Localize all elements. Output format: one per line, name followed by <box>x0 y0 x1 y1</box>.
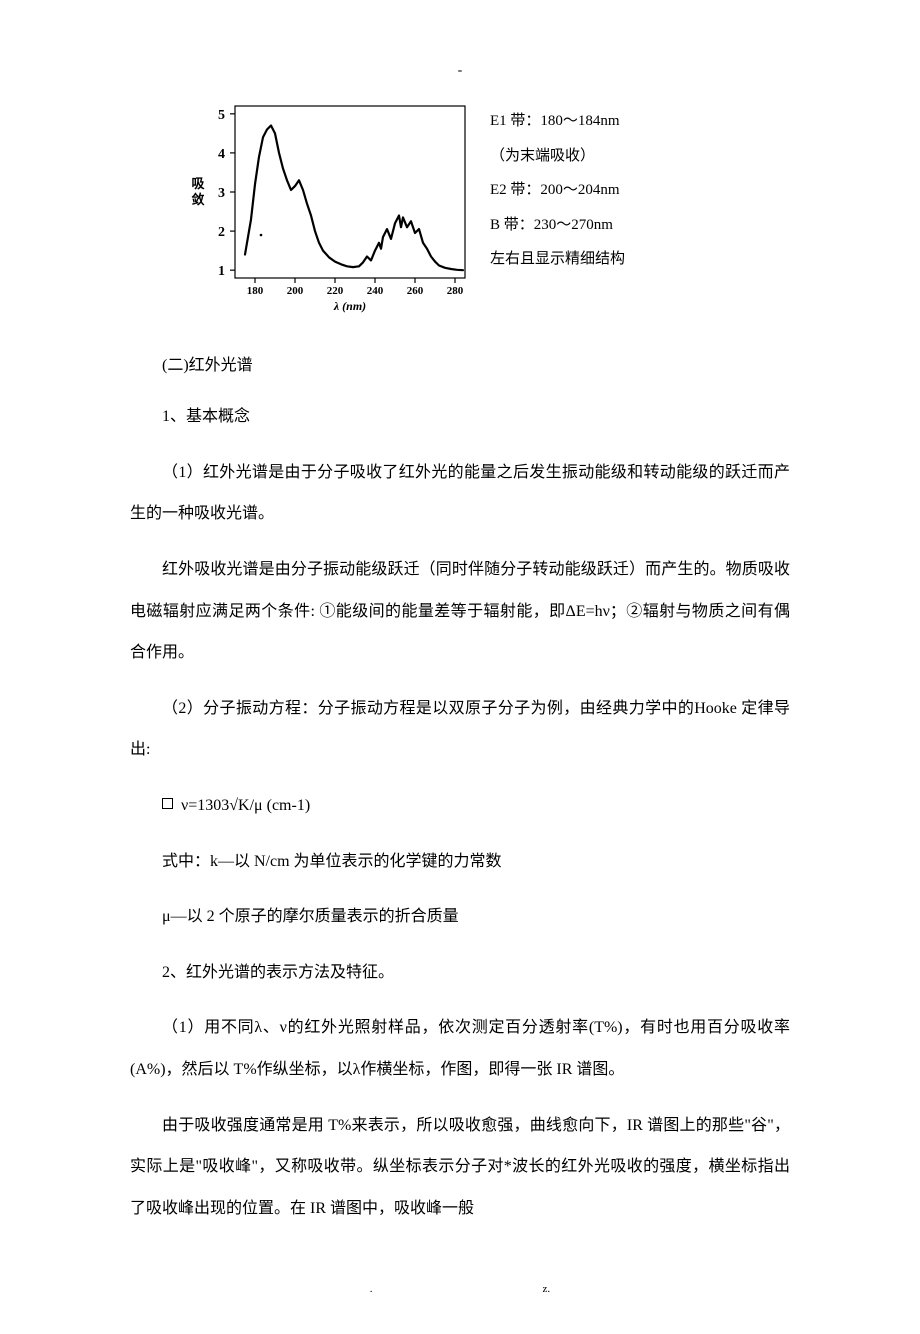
spectrum-svg: 1 2 3 4 5 180 200 220 240 260 280 吸敛 λ (nm) <box>180 98 480 318</box>
svg-text:敛: 敛 <box>191 192 204 207</box>
para-k-def: 式中：k—以 N/cm 为单位表示的化学键的力常数 <box>130 841 790 883</box>
para-ir-conditions: 红外吸收光谱是由分子振动能级跃迁（同时伴随分子转动能级跃迁）而产生的。物质吸收电… <box>130 549 790 674</box>
svg-text:260: 260 <box>407 285 424 297</box>
svg-text:2: 2 <box>218 225 225 240</box>
subsection-2: 2、红外光谱的表示方法及特征。 <box>130 952 790 994</box>
svg-text:λ (nm): λ (nm) <box>333 299 366 313</box>
formula-text: ν=1303√K/μ (cm-1) <box>181 797 310 814</box>
document-page: - 1 2 3 4 5 180 200 220 240 260 280 吸敛 λ (nm) E1 带：1… <box>0 0 920 1334</box>
svg-text:220: 220 <box>327 285 344 297</box>
para-ir-def: （1）红外光谱是由于分子吸收了红外光的能量之后发生振动能级和转动能级的跃迁而产生… <box>130 452 790 535</box>
svg-text:吸: 吸 <box>191 176 205 191</box>
annotation-fine: 左右且显示精细结构 <box>490 242 790 277</box>
footer-dot: . <box>370 1283 373 1295</box>
svg-text:1: 1 <box>218 264 225 279</box>
figure-row: 1 2 3 4 5 180 200 220 240 260 280 吸敛 λ (nm) E1 带：180… <box>130 98 790 335</box>
para-ir-plot: （1）用不同λ、ν的红外光照射样品，依次测定百分透射率(T%)，有时也用百分吸收… <box>130 1007 790 1090</box>
formula-line: ν=1303√K/μ (cm-1) <box>130 785 790 827</box>
svg-text:3: 3 <box>218 186 225 201</box>
svg-text:180: 180 <box>247 285 264 297</box>
annotation-e1-note: （为末端吸收） <box>490 139 790 174</box>
para-ir-valley: 由于吸收强度通常是用 T%来表示，所以吸收愈强，曲线愈向下，IR 谱图上的那些"… <box>130 1105 790 1230</box>
header-dash: - <box>130 64 790 78</box>
section-2-title: (二)红外光谱 <box>130 345 790 387</box>
para-mu-def: μ—以 2 个原子的摩尔质量表示的折合质量 <box>130 896 790 938</box>
figure-annotations: E1 带：180～184nm （为末端吸收） E2 带：200～204nm B … <box>490 98 790 277</box>
annotation-e1: E1 带：180～184nm <box>490 104 790 139</box>
formula-bullet-icon <box>162 798 173 809</box>
svg-text:280: 280 <box>447 285 464 297</box>
subsection-1: 1、基本概念 <box>130 396 790 438</box>
svg-text:4: 4 <box>218 147 225 162</box>
svg-text:240: 240 <box>367 285 384 297</box>
para-vibration-eq-intro: （2）分子振动方程：分子振动方程是以双原子分子为例，由经典力学中的Hooke 定… <box>130 688 790 771</box>
footer-marks: . z. <box>130 1275 790 1304</box>
spectrum-chart: 1 2 3 4 5 180 200 220 240 260 280 吸敛 λ (nm) <box>130 98 490 335</box>
svg-text:5: 5 <box>218 108 225 123</box>
annotation-b: B 带：230～270nm <box>490 208 790 243</box>
annotation-e2: E2 带：200～204nm <box>490 173 790 208</box>
footer-z: z. <box>543 1283 551 1295</box>
svg-text:200: 200 <box>287 285 304 297</box>
